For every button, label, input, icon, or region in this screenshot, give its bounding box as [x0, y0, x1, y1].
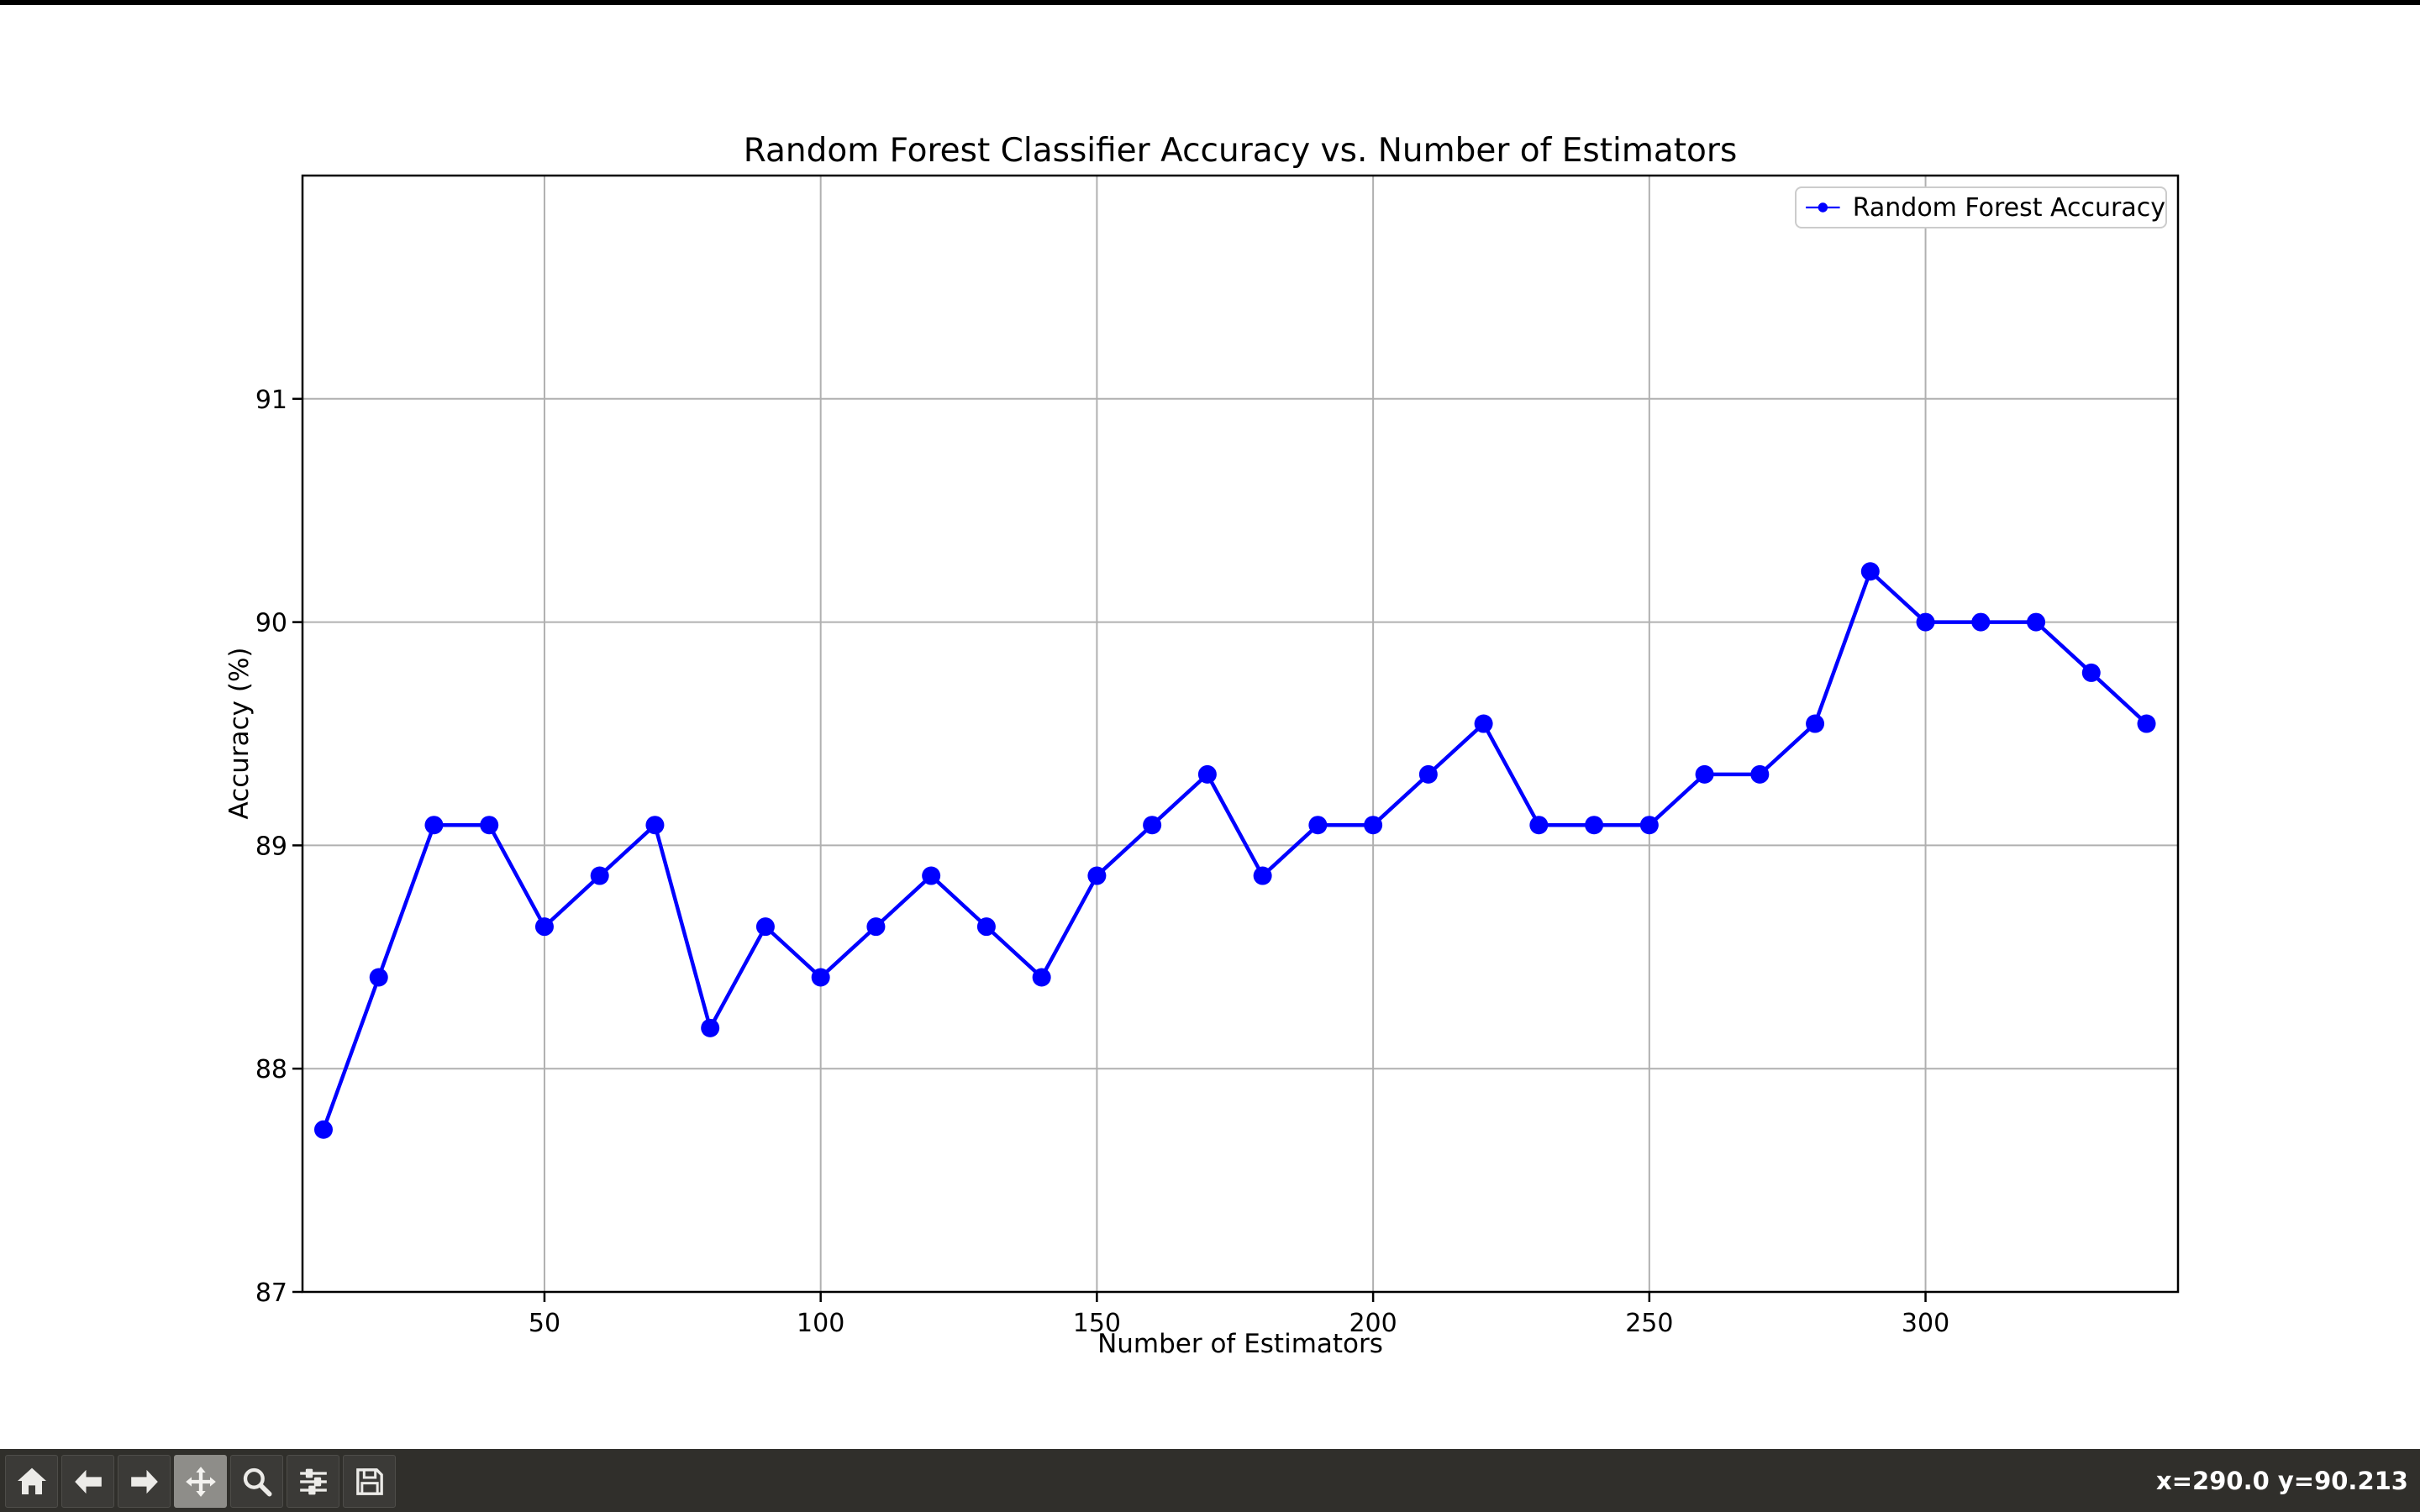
navigation-toolbar: x=290.0 y=90.213	[0, 1449, 2420, 1512]
floppy-save-icon	[355, 1467, 383, 1495]
plot-canvas[interactable]: 50 100 150 200 250 300 87 88 89 90 91	[0, 0, 2420, 1449]
chart-title: Random Forest Classifier Accuracy vs. Nu…	[743, 132, 1738, 170]
x-axis-label: Number of Estimators	[1097, 1329, 1383, 1359]
data-point-marker	[1916, 612, 1935, 632]
accuracy-line	[321, 570, 2149, 1132]
plot-area	[301, 174, 2180, 1294]
data-point-marker	[313, 1120, 333, 1139]
y-tick-label: 88	[255, 1055, 287, 1084]
data-point-marker	[1418, 764, 1438, 784]
y-tick-label: 90	[255, 609, 287, 638]
sliders-icon	[299, 1468, 327, 1494]
data-point-marker	[1639, 816, 1659, 835]
data-point-marker	[2081, 663, 2101, 682]
cursor-position-readout: x=290.0 y=90.213	[2156, 1466, 2408, 1495]
data-point-marker	[811, 968, 830, 987]
magnifier-icon	[243, 1467, 271, 1496]
data-point-marker	[1585, 816, 1604, 835]
data-point-marker	[1971, 612, 1991, 632]
legend-label: Random Forest Accuracy	[1852, 192, 2165, 223]
y-tick-label: 87	[255, 1278, 287, 1308]
x-tick-label: 300	[1902, 1309, 1949, 1338]
y-axis-label: Accuracy (%)	[224, 647, 255, 820]
data-point-marker	[922, 866, 941, 885]
chart-svg: 50 100 150 200 250 300 87 88 89 90 91	[255, 174, 2180, 1338]
grid	[302, 176, 2178, 1292]
data-point-marker	[1364, 816, 1383, 835]
data-point-marker	[424, 816, 444, 835]
forward-button[interactable]	[118, 1455, 171, 1508]
back-button[interactable]	[61, 1455, 114, 1508]
data-point-marker	[866, 917, 886, 937]
data-point-marker	[1087, 866, 1107, 885]
data-point-marker	[1032, 968, 1051, 987]
data-point-marker	[1253, 866, 1272, 885]
legend: Random Forest Accuracy	[1795, 186, 2167, 228]
y-tick-label: 89	[255, 832, 287, 861]
home-icon	[17, 1467, 46, 1494]
data-point-marker	[590, 866, 609, 885]
data-point-marker	[1197, 764, 1217, 784]
data-point-marker	[1474, 714, 1493, 733]
x-tick-label: 200	[1349, 1309, 1397, 1338]
zoom-button[interactable]	[230, 1455, 283, 1508]
data-point-marker	[369, 968, 388, 987]
data-point-marker	[2027, 612, 2046, 632]
home-button[interactable]	[5, 1455, 58, 1508]
x-tick-label: 250	[1625, 1309, 1673, 1338]
data-point-marker	[1529, 816, 1549, 835]
data-point-marker	[1695, 764, 1714, 784]
x-tick-label: 150	[1073, 1309, 1121, 1338]
legend-line-sample	[1806, 202, 1840, 213]
data-point-marker	[480, 816, 499, 835]
pan-move-icon	[185, 1466, 216, 1497]
window-top-bar	[0, 0, 2420, 5]
ticks	[292, 397, 1927, 1302]
arrow-right-icon	[130, 1469, 158, 1494]
data-point-marker	[1860, 562, 1880, 581]
data-point-marker	[645, 816, 665, 835]
subplots-button[interactable]	[287, 1455, 339, 1508]
y-tick-label: 91	[255, 386, 287, 415]
x-tick-label: 100	[797, 1309, 844, 1338]
data-point-marker	[701, 1018, 720, 1037]
data-point-marker	[1308, 816, 1328, 835]
data-point-marker	[2137, 714, 2156, 733]
tick-labels: 50 100 150 200 250 300 87 88 89 90 91	[255, 386, 1949, 1338]
data-point-marker	[1143, 816, 1162, 835]
x-tick-label: 50	[529, 1309, 560, 1338]
save-button[interactable]	[343, 1455, 396, 1508]
data-point-marker	[1750, 764, 1770, 784]
data-point-marker	[755, 917, 775, 937]
data-point-marker	[534, 917, 554, 937]
data-point-markers	[313, 562, 2156, 1139]
data-point-marker	[976, 917, 996, 937]
pan-button[interactable]	[174, 1455, 227, 1508]
arrow-left-icon	[74, 1469, 102, 1494]
data-point-marker	[1806, 714, 1825, 733]
